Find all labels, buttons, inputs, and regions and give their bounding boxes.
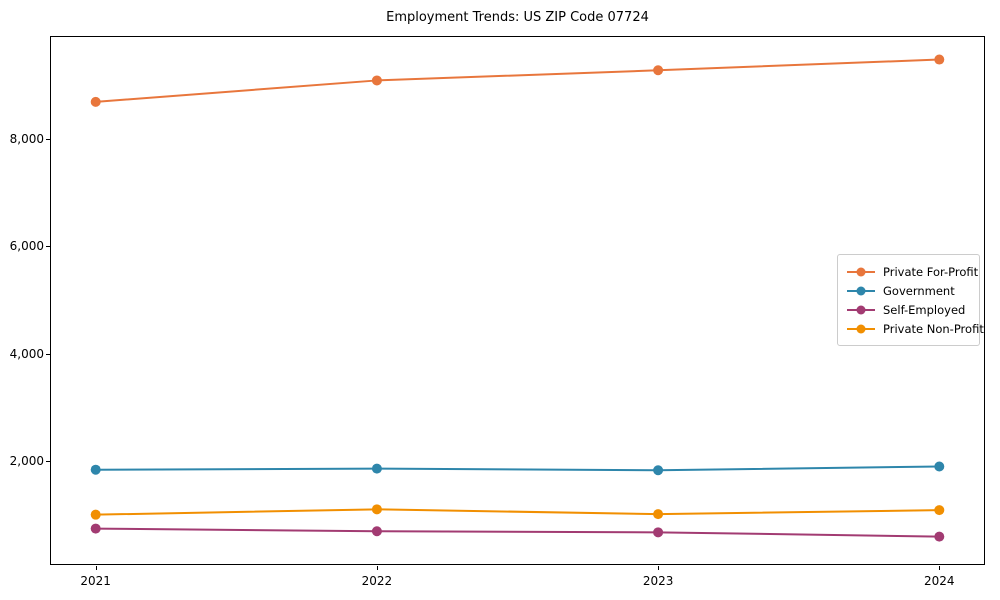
data-point-private-non-profit-2024 xyxy=(934,505,945,516)
x-tick-label: 2022 xyxy=(361,574,393,588)
legend-label: Government xyxy=(883,283,955,298)
data-point-government-2024 xyxy=(934,461,945,472)
legend-label: Private For-Profit xyxy=(883,264,979,279)
legend-item-government: Government xyxy=(847,281,970,300)
chart-title: Employment Trends: US ZIP Code 07724 xyxy=(386,10,649,25)
data-point-government-2022 xyxy=(371,463,382,474)
data-point-self-employed-2024 xyxy=(934,531,945,542)
y-tick-label: 8,000 xyxy=(9,132,44,147)
y-tick-mark xyxy=(46,246,50,248)
legend-marker-icon xyxy=(847,267,875,277)
y-tick-label: 6,000 xyxy=(9,239,44,254)
x-tick-mark xyxy=(376,566,378,570)
y-tick-label: 2,000 xyxy=(9,453,44,468)
x-tick-label: 2023 xyxy=(642,574,674,588)
legend-label: Self-Employed xyxy=(883,302,966,317)
data-point-private-for-profit-2024 xyxy=(934,54,945,65)
data-point-government-2021 xyxy=(90,464,101,475)
series-line-private-for-profit xyxy=(95,58,940,103)
x-tick-mark xyxy=(658,566,660,570)
y-tick-label: 4,000 xyxy=(9,346,44,361)
legend-marker-icon xyxy=(847,324,875,334)
legend-marker-icon xyxy=(847,305,875,315)
y-tick-mark xyxy=(46,460,50,462)
data-point-private-non-profit-2022 xyxy=(371,504,382,515)
x-tick-label: 2024 xyxy=(924,574,955,588)
data-point-self-employed-2021 xyxy=(90,523,101,534)
legend-item-private-non-profit: Private Non-Profit xyxy=(847,319,984,338)
data-point-private-for-profit-2021 xyxy=(90,96,101,107)
legend: Private For-Profit Government Self-Employe… xyxy=(837,254,984,346)
x-tick-mark xyxy=(95,566,97,570)
data-point-private-non-profit-2023 xyxy=(653,509,664,520)
legend-marker-icon xyxy=(847,286,875,296)
y-tick-mark xyxy=(46,139,50,141)
series-line-self-employed xyxy=(95,527,940,538)
legend-item-self-employed: Self-Employed xyxy=(847,300,970,319)
y-tick-mark xyxy=(46,353,50,355)
legend-label: Private Non-Profit xyxy=(883,321,984,336)
plot-area xyxy=(50,36,985,565)
data-point-private-non-profit-2021 xyxy=(90,509,101,520)
x-tick-label: 2021 xyxy=(80,574,111,588)
data-point-government-2023 xyxy=(653,465,664,476)
legend-item-private-for-profit: Private For-Profit xyxy=(847,262,978,281)
series-line-private-non-profit xyxy=(95,508,940,516)
data-point-private-for-profit-2022 xyxy=(371,75,382,86)
data-point-self-employed-2022 xyxy=(371,526,382,537)
data-point-self-employed-2023 xyxy=(653,527,664,538)
series-line-government xyxy=(95,465,940,472)
data-point-private-for-profit-2023 xyxy=(653,65,664,76)
x-tick-mark xyxy=(939,566,941,570)
